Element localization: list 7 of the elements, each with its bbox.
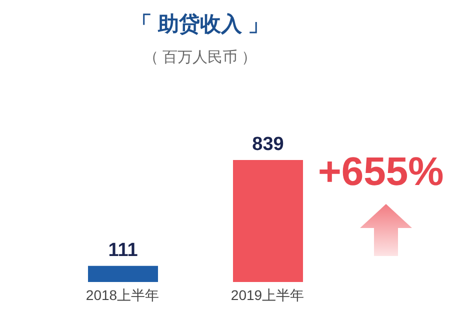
chart-title: 「 助贷收入 」 <box>130 12 270 38</box>
chart-subtitle: （ 百万人民币 ） <box>142 48 258 67</box>
x-tick-label: 2018上半年 <box>86 286 160 303</box>
x-tick-label: 2019上半年 <box>230 286 304 303</box>
data-label: 111 <box>108 240 138 261</box>
data-label: 839 <box>252 134 284 155</box>
annotation: +655% <box>318 150 444 195</box>
